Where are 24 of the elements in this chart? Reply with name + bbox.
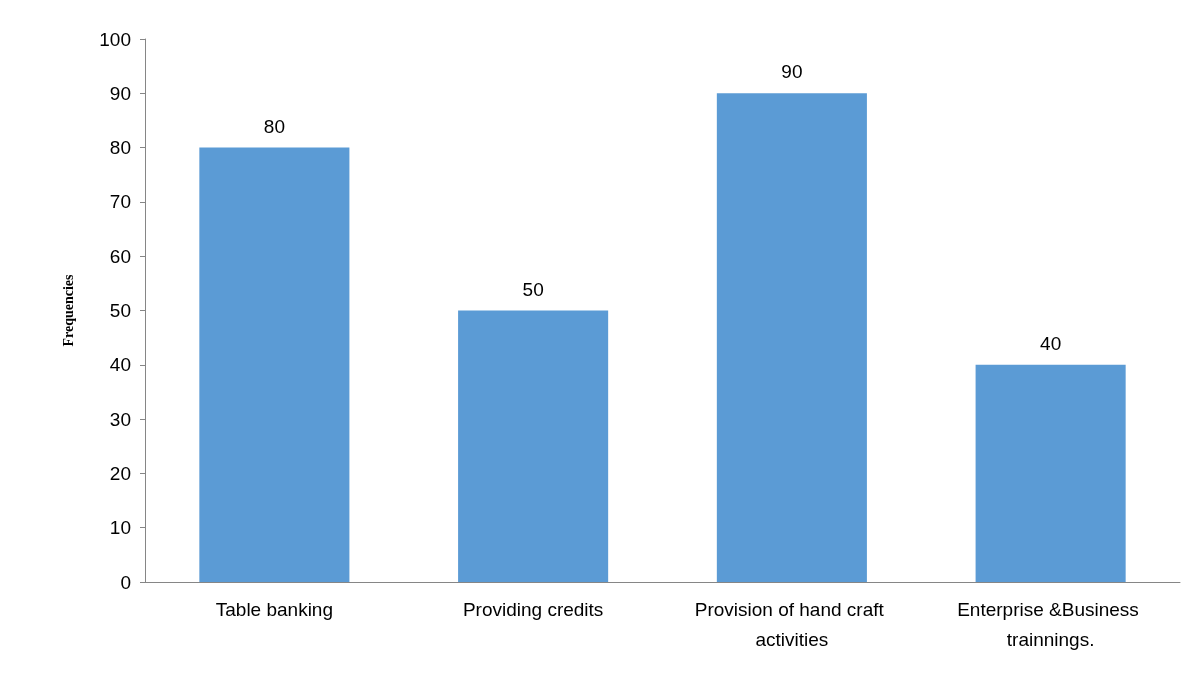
y-tick-label: 20 (109, 462, 131, 484)
y-tick-label: 30 (109, 408, 131, 430)
x-tick-label: Providing credits (462, 598, 604, 620)
bar (199, 147, 350, 582)
y-tick-label: 90 (109, 82, 131, 104)
y-tick-label: 50 (109, 300, 131, 321)
data-label: 90 (781, 61, 803, 83)
y-tick-label: 10 (109, 517, 131, 539)
y-tick-label: 80 (109, 137, 131, 159)
data-label: 80 (263, 115, 285, 137)
y-tick-label: 100 (99, 28, 131, 50)
y-tick-label: 0 (120, 571, 131, 593)
x-tick-label: Table banking (215, 598, 334, 620)
bar (458, 310, 609, 582)
y-tick-label: 70 (109, 191, 131, 213)
bar (975, 364, 1126, 582)
y-axis-title: Frequencies (60, 273, 76, 347)
x-tick-label: Provision of hand craft activities (694, 598, 890, 650)
x-tick-label: Enterprise &Business trainnings. (957, 598, 1145, 650)
data-label: 50 (522, 278, 544, 300)
bar (716, 93, 867, 582)
data-label: 40 (1040, 332, 1062, 354)
y-tick-label: 60 (109, 245, 131, 267)
y-tick-label: 40 (109, 354, 131, 376)
